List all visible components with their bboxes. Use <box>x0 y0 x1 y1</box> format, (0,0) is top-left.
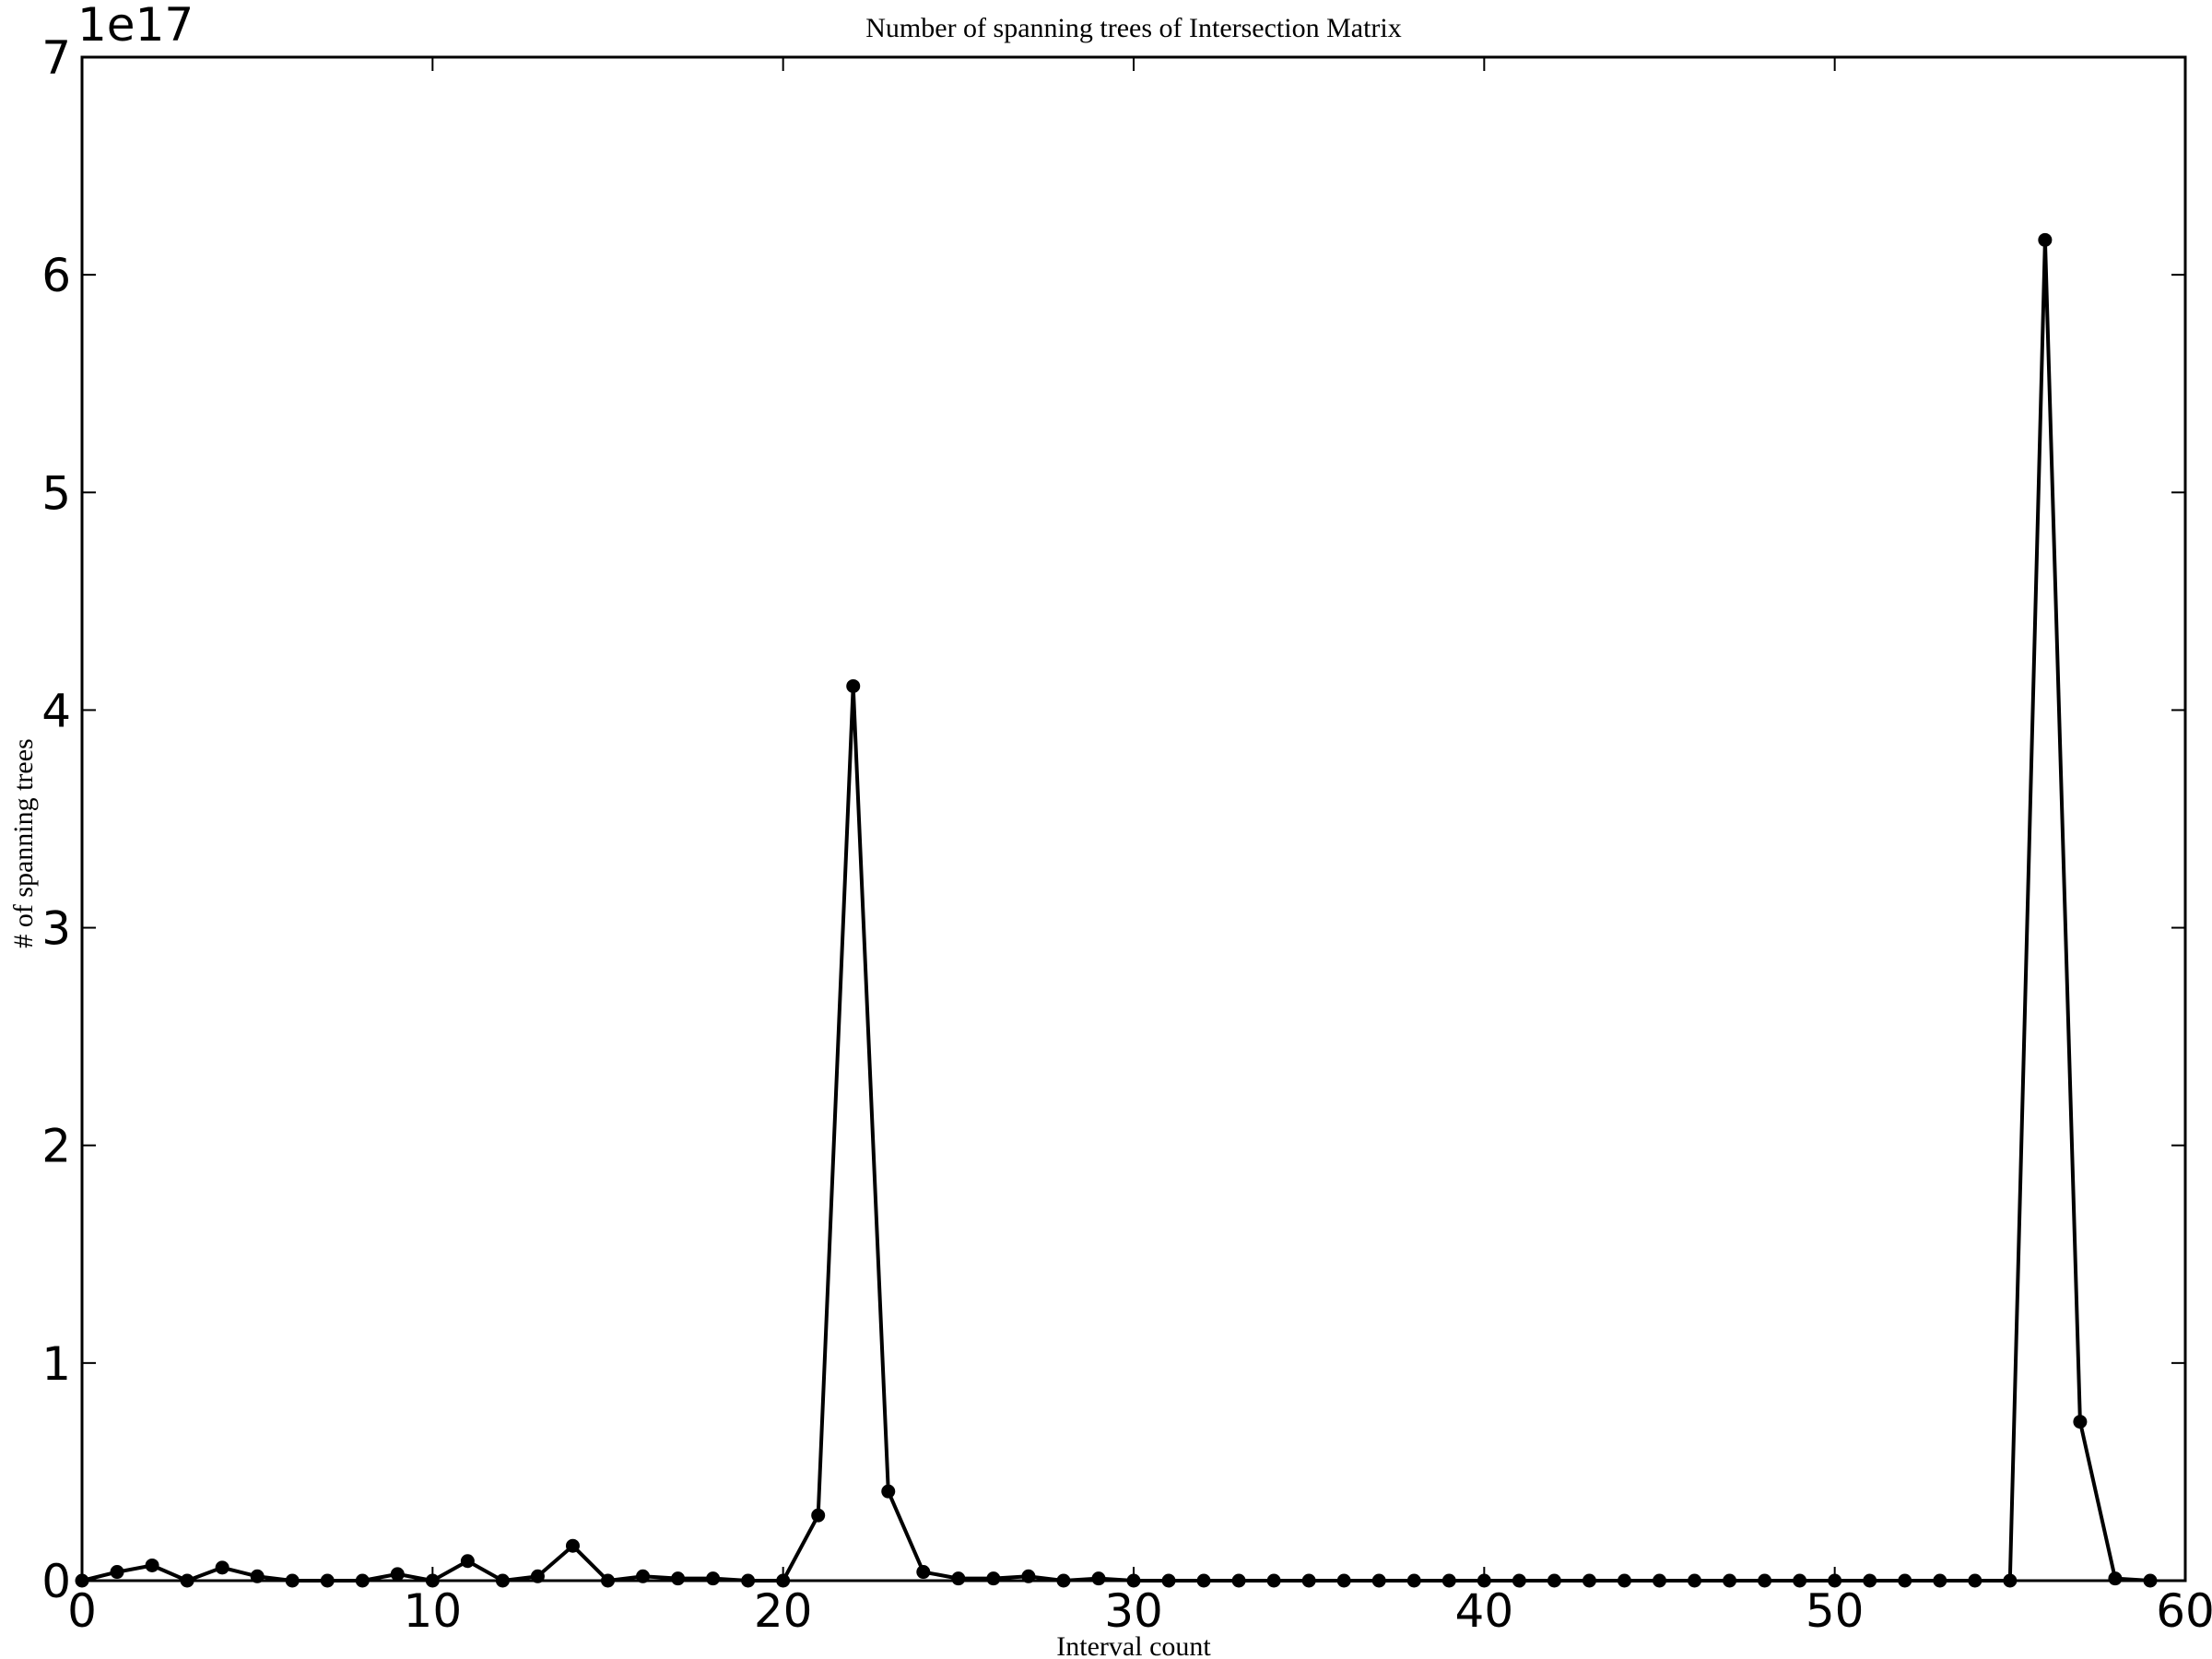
x-axis-label: Interval count <box>1056 1631 1211 1659</box>
y-tick-label: 0 <box>41 1555 71 1608</box>
data-point <box>671 1571 686 1586</box>
chart-title: Number of spanning trees of Intersection… <box>865 13 1402 43</box>
data-point <box>811 1508 826 1523</box>
x-tick-label: 40 <box>1455 1584 1514 1638</box>
plot-frame <box>80 55 2187 1583</box>
data-point <box>460 1554 475 1569</box>
y-offset-label: 1e17 <box>77 0 194 52</box>
x-tick-label: 20 <box>754 1584 813 1638</box>
data-point <box>846 678 861 693</box>
data-point <box>706 1571 721 1586</box>
ticks-layer: 0 10 20 30 40 50 60 0 1 2 3 4 5 6 7 <box>41 31 2212 1638</box>
data-point <box>1091 1571 1106 1586</box>
x-tick-label: 50 <box>1806 1584 1865 1638</box>
y-tick-label: 1 <box>41 1337 71 1391</box>
x-tick-label: 10 <box>404 1584 463 1638</box>
data-point <box>2073 1415 2088 1430</box>
y-tick-label: 3 <box>41 902 71 956</box>
x-tick-label: 0 <box>67 1584 97 1638</box>
data-point <box>110 1565 124 1580</box>
data-point <box>390 1567 405 1582</box>
data-point <box>565 1538 580 1553</box>
data-point <box>986 1571 1001 1586</box>
data-point <box>2038 232 2053 247</box>
series-layer <box>75 232 2158 1588</box>
y-tick-label: 2 <box>41 1120 71 1173</box>
y-tick-label: 5 <box>41 466 71 520</box>
x-tick-label: 30 <box>1104 1584 1163 1638</box>
y-tick-label: 4 <box>41 684 71 737</box>
data-point <box>145 1558 159 1572</box>
y-axis-label: # of spanning trees <box>8 738 39 947</box>
y-tick-label: 7 <box>41 31 71 85</box>
x-tick-label: 60 <box>2156 1584 2212 1638</box>
data-point <box>916 1565 931 1580</box>
data-point <box>951 1571 966 1586</box>
data-point <box>881 1484 896 1499</box>
data-point <box>215 1560 229 1575</box>
y-tick-label: 6 <box>41 249 71 302</box>
series-line <box>81 238 2151 1583</box>
data-point <box>2108 1571 2123 1586</box>
